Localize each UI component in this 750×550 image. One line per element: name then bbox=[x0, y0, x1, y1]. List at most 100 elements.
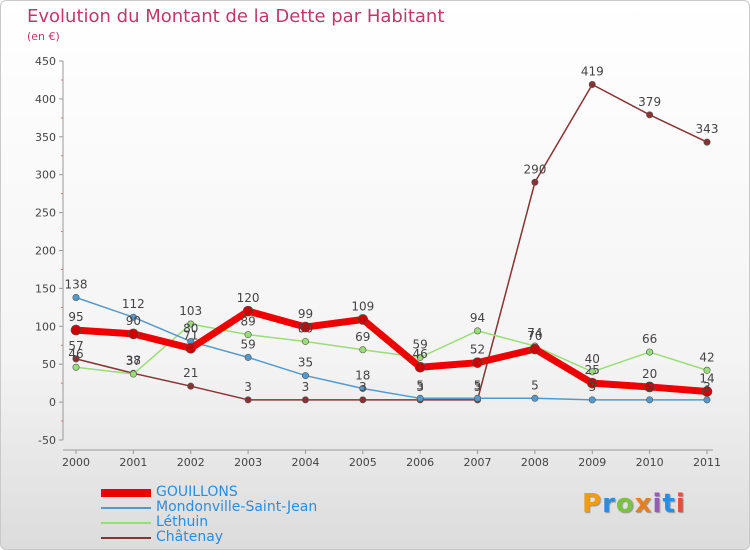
y-tick-label: 250 bbox=[35, 207, 56, 220]
x-tick-label: 2009 bbox=[578, 456, 606, 469]
data-point-lethuin bbox=[301, 337, 309, 345]
data-point-mondonville-saint-jean bbox=[474, 394, 482, 402]
x-tick-label: 2002 bbox=[177, 456, 205, 469]
data-label-chatenay: 3 bbox=[359, 380, 367, 394]
data-label-chatenay: 3 bbox=[474, 380, 482, 394]
x-tick-label: 2006 bbox=[406, 456, 434, 469]
data-label-mondonville-saint-jean: 5 bbox=[531, 378, 539, 392]
data-label-chatenay: 21 bbox=[183, 366, 198, 380]
data-label-mondonville-saint-jean: 3 bbox=[703, 380, 711, 394]
data-point-mondonville-saint-jean bbox=[588, 396, 596, 404]
data-point-mondonville-saint-jean bbox=[531, 394, 539, 402]
legend-label: Châtenay bbox=[156, 529, 224, 545]
logo-letter: r bbox=[602, 489, 616, 519]
data-label-lethuin: 94 bbox=[470, 311, 485, 325]
data-label-lethuin: 69 bbox=[355, 330, 370, 344]
data-label-chatenay: 3 bbox=[302, 380, 310, 394]
data-point-lethuin bbox=[359, 346, 367, 354]
data-point-mondonville-saint-jean bbox=[72, 293, 80, 301]
x-tick-label: 2000 bbox=[62, 456, 90, 469]
y-tick-label: 300 bbox=[35, 169, 56, 182]
data-label-lethuin: 46 bbox=[68, 347, 83, 361]
logo-letter: t bbox=[662, 489, 676, 519]
data-point-gouillons bbox=[701, 386, 713, 397]
x-tick-label: 2001 bbox=[119, 456, 147, 469]
data-point-lethuin bbox=[588, 368, 596, 376]
legend-label: Mondonville-Saint-Jean bbox=[156, 499, 318, 515]
y-tick-label: 400 bbox=[35, 93, 56, 106]
data-point-gouillons bbox=[128, 328, 139, 340]
data-label-lethuin: 89 bbox=[240, 315, 255, 329]
data-point-mondonville-saint-jean bbox=[416, 394, 424, 402]
y-tick-label: -50 bbox=[38, 434, 56, 447]
data-point-chatenay bbox=[646, 111, 654, 119]
y-tick-label: 450 bbox=[35, 55, 56, 68]
data-point-mondonville-saint-jean bbox=[646, 396, 654, 404]
data-label-lethuin: 40 bbox=[585, 352, 600, 366]
data-label-gouillons: 71 bbox=[183, 328, 198, 342]
series-line-gouillons bbox=[72, 307, 711, 395]
data-label-gouillons: 109 bbox=[351, 299, 374, 313]
data-label-mondonville-saint-jean: 138 bbox=[65, 277, 88, 291]
data-point-chatenay bbox=[703, 138, 711, 146]
data-label-chatenay: 343 bbox=[696, 122, 719, 136]
data-label-lethuin: 66 bbox=[642, 332, 657, 346]
y-tick-label: 200 bbox=[35, 245, 56, 258]
x-tick-label: 2003 bbox=[234, 456, 262, 469]
data-point-mondonville-saint-jean bbox=[359, 384, 367, 392]
x-tick-label: 2011 bbox=[693, 456, 721, 469]
data-point-lethuin bbox=[646, 348, 654, 356]
legend-label: Léthuin bbox=[156, 514, 209, 530]
logo-letter: x bbox=[634, 489, 653, 519]
x-tick-label: 2008 bbox=[521, 456, 549, 469]
data-point-gouillons bbox=[529, 343, 541, 355]
data-label-gouillons: 99 bbox=[298, 307, 313, 321]
data-label-chatenay: 3 bbox=[416, 380, 424, 394]
data-point-mondonville-saint-jean bbox=[703, 396, 711, 404]
data-label-mondonville-saint-jean: 5 bbox=[416, 378, 424, 392]
data-label-gouillons: 120 bbox=[237, 291, 260, 305]
data-point-lethuin bbox=[129, 370, 137, 378]
data-label-mondonville-saint-jean: 35 bbox=[298, 356, 313, 370]
data-label-lethuin: 74 bbox=[527, 326, 542, 340]
data-point-chatenay bbox=[244, 396, 252, 404]
data-point-gouillons bbox=[644, 381, 655, 393]
data-point-gouillons bbox=[472, 357, 483, 368]
legend-swatch bbox=[101, 506, 151, 509]
data-label-chatenay: 379 bbox=[638, 95, 661, 109]
data-label-gouillons: 95 bbox=[68, 310, 83, 324]
chart-title: Evolution du Montant de la Dette par Hab… bbox=[27, 6, 445, 27]
data-label-lethuin: 59 bbox=[413, 337, 428, 351]
data-label-gouillons: 70 bbox=[527, 329, 542, 343]
data-label-lethuin: 37 bbox=[126, 354, 141, 368]
data-label-mondonville-saint-jean: 3 bbox=[588, 380, 596, 394]
data-label-lethuin: 80 bbox=[298, 321, 313, 335]
data-point-gouillons bbox=[357, 314, 369, 325]
data-point-chatenay bbox=[531, 178, 539, 186]
data-label-gouillons: 46 bbox=[413, 347, 428, 361]
logo-letter: P bbox=[582, 489, 603, 519]
data-label-mondonville-saint-jean: 59 bbox=[240, 337, 255, 351]
data-label-chatenay: 57 bbox=[68, 339, 83, 353]
data-point-gouillons bbox=[185, 342, 197, 354]
legend-label: GOUILLONS bbox=[156, 484, 238, 500]
data-label-chatenay: 290 bbox=[523, 162, 546, 176]
data-label-mondonville-saint-jean: 80 bbox=[183, 321, 198, 335]
data-point-mondonville-saint-jean bbox=[244, 353, 252, 361]
y-tick-label: 50 bbox=[42, 358, 56, 371]
logo-letter: o bbox=[615, 489, 635, 519]
legend-swatch bbox=[101, 536, 151, 539]
data-label-mondonville-saint-jean: 112 bbox=[122, 297, 145, 311]
data-label-gouillons: 14 bbox=[699, 371, 714, 385]
x-tick-label: 2005 bbox=[349, 456, 377, 469]
data-label-chatenay: 38 bbox=[126, 353, 141, 367]
data-point-chatenay bbox=[359, 396, 367, 404]
data-point-chatenay bbox=[588, 80, 596, 88]
data-label-lethuin: 42 bbox=[699, 350, 714, 364]
data-point-gouillons bbox=[242, 305, 254, 317]
x-tick-label: 2004 bbox=[291, 456, 319, 469]
data-label-chatenay: 3 bbox=[244, 380, 252, 394]
data-label-gouillons: 90 bbox=[126, 314, 141, 328]
data-point-lethuin bbox=[703, 366, 711, 374]
